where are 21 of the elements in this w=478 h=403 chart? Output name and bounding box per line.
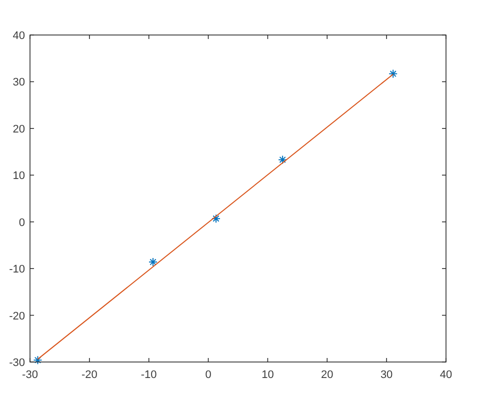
- x-tick-label: -20: [81, 369, 98, 381]
- x-tick-label: 10: [262, 369, 274, 381]
- x-tick-label: -30: [22, 369, 38, 381]
- x-tick-label: 0: [205, 369, 212, 381]
- point: [148, 258, 158, 267]
- point: [212, 214, 221, 224]
- y-tick-label: -30: [9, 357, 25, 369]
- point: [388, 69, 398, 78]
- point: [33, 356, 42, 365]
- y-tick-label: -20: [9, 310, 25, 322]
- point: [278, 155, 288, 164]
- y-tick-label: 20: [12, 123, 25, 136]
- y-tick-label: 10: [12, 170, 25, 182]
- y-tick-label: 30: [12, 76, 25, 89]
- x-tick-label: 40: [440, 369, 452, 381]
- y-tick-label: 0: [18, 216, 25, 229]
- x-tick-label: 20: [321, 369, 334, 381]
- x-tick-label: -10: [140, 369, 157, 381]
- y-tick-label: -10: [9, 264, 25, 276]
- x-tick-label: 30: [380, 369, 393, 381]
- y-tick-label: 40: [12, 30, 25, 42]
